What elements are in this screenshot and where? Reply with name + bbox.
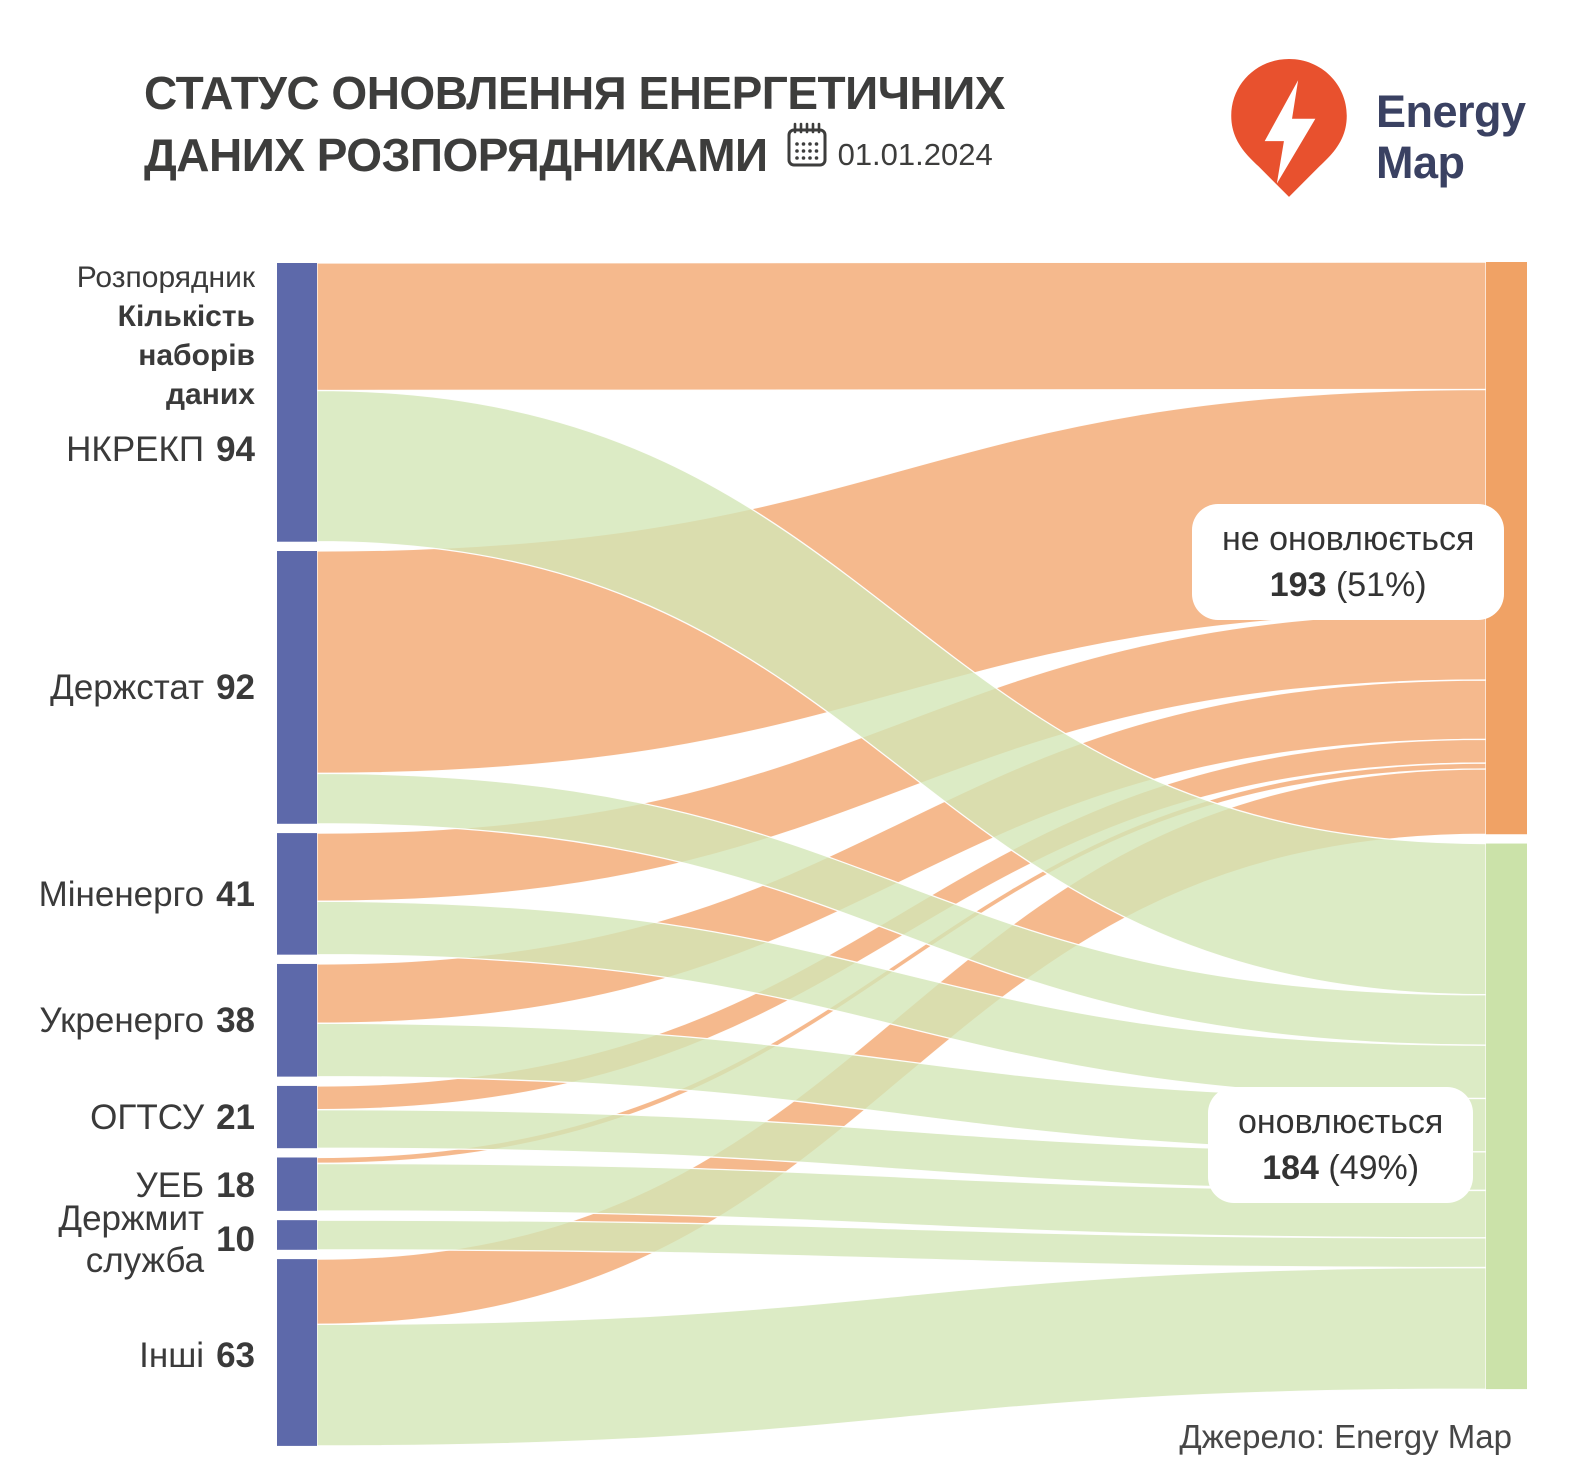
label-derzhmyt: Держмит служба 10 <box>58 1199 255 1280</box>
lightning-pin-icon <box>1228 58 1350 215</box>
title-line-1: СТАТУС ОНОВЛЕННЯ ЕНЕРГЕТИЧНИХ <box>144 67 1005 119</box>
label-minenergo: Міненерго 41 <box>38 875 255 914</box>
column-header-line3: даних <box>166 378 255 411</box>
annotation-not-updated-label: не оновлюється <box>1222 520 1475 558</box>
node-derzhstat <box>277 551 317 824</box>
date-row: 01.01.2024 <box>786 122 993 187</box>
node-inshi <box>277 1259 317 1446</box>
column-header-line2: Кількість наборів <box>117 300 255 372</box>
node-ueb <box>277 1157 317 1211</box>
node-ogtsu <box>277 1085 317 1149</box>
annotation-not-updated-value: 193 (51%) <box>1269 566 1427 604</box>
brand-name: Energy Map <box>1376 86 1526 188</box>
annotation-updated-label: оновлюється <box>1238 1103 1444 1141</box>
brand-line-1: Energy <box>1376 85 1526 137</box>
label-ogtsu: ОГТСУ 21 <box>90 1098 255 1137</box>
source-note: Джерело: Energy Map <box>1179 1418 1512 1455</box>
annotation-updated: оновлюється 184 (49%) <box>1208 1087 1474 1203</box>
node-updated <box>1486 843 1527 1390</box>
flow-nkrekp-not-updated <box>316 261 1487 392</box>
label-derzhstat: Держстат 92 <box>50 668 255 707</box>
node-nkrekp <box>277 263 317 542</box>
node-ukrenergo <box>277 963 317 1077</box>
annotation-not-updated: не оновлюється 193 (51%) <box>1192 504 1505 620</box>
label-ueb: УЕБ 18 <box>135 1166 256 1205</box>
energy-map-logo: Energy Map <box>1228 58 1526 215</box>
report-date: 01.01.2024 <box>837 136 993 172</box>
node-derzhmyt <box>277 1220 317 1250</box>
column-header-line1: Розпорядник <box>76 261 255 294</box>
label-ukrenergo: Укренерго 38 <box>39 1001 255 1040</box>
annotation-updated-value: 184 (49%) <box>1262 1149 1420 1187</box>
brand-line-2: Map <box>1376 136 1465 188</box>
title-line-2: ДАНИХ РОЗПОРЯДНИКАМИ <box>144 128 768 181</box>
node-minenergo <box>277 833 317 955</box>
label-nkrekp: НКРЕКП 94 <box>66 430 255 469</box>
calendar-icon <box>786 122 828 187</box>
page-title: СТАТУС ОНОВЛЕННЯ ЕНЕРГЕТИЧНИХ ДАНИХ РОЗП… <box>144 64 1005 187</box>
label-inshi: Інші 63 <box>139 1336 255 1375</box>
column-header: Розпорядник Кількість наборів даних <box>0 258 255 414</box>
